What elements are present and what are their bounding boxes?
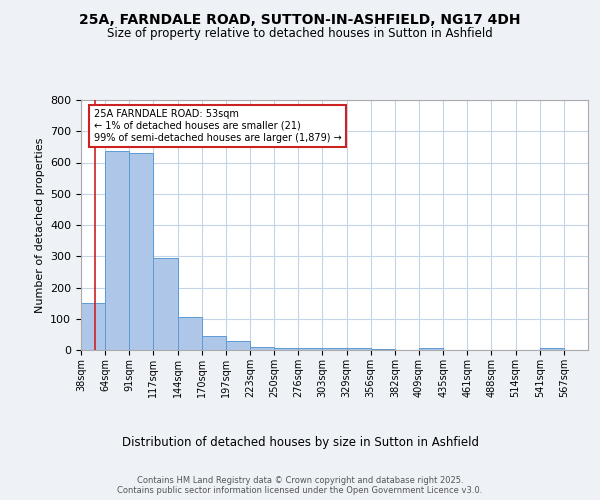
Text: Size of property relative to detached houses in Sutton in Ashfield: Size of property relative to detached ho… — [107, 28, 493, 40]
Text: Contains HM Land Registry data © Crown copyright and database right 2025.
Contai: Contains HM Land Registry data © Crown c… — [118, 476, 482, 495]
Bar — [154, 258, 178, 350]
Text: Distribution of detached houses by size in Sutton in Ashfield: Distribution of detached houses by size … — [121, 436, 479, 449]
Bar — [274, 348, 298, 350]
Bar — [202, 336, 226, 350]
Bar — [226, 340, 250, 350]
Text: 25A, FARNDALE ROAD, SUTTON-IN-ASHFIELD, NG17 4DH: 25A, FARNDALE ROAD, SUTTON-IN-ASHFIELD, … — [79, 12, 521, 26]
Bar — [322, 348, 347, 350]
Bar — [347, 348, 371, 350]
Bar — [81, 303, 105, 350]
Bar — [178, 317, 202, 350]
Bar — [250, 347, 274, 350]
Y-axis label: Number of detached properties: Number of detached properties — [35, 138, 44, 312]
Bar — [419, 348, 443, 350]
Bar — [540, 348, 564, 350]
Bar — [105, 150, 129, 350]
Bar — [298, 348, 322, 350]
Bar — [129, 153, 154, 350]
Text: 25A FARNDALE ROAD: 53sqm
← 1% of detached houses are smaller (21)
99% of semi-de: 25A FARNDALE ROAD: 53sqm ← 1% of detache… — [94, 110, 341, 142]
